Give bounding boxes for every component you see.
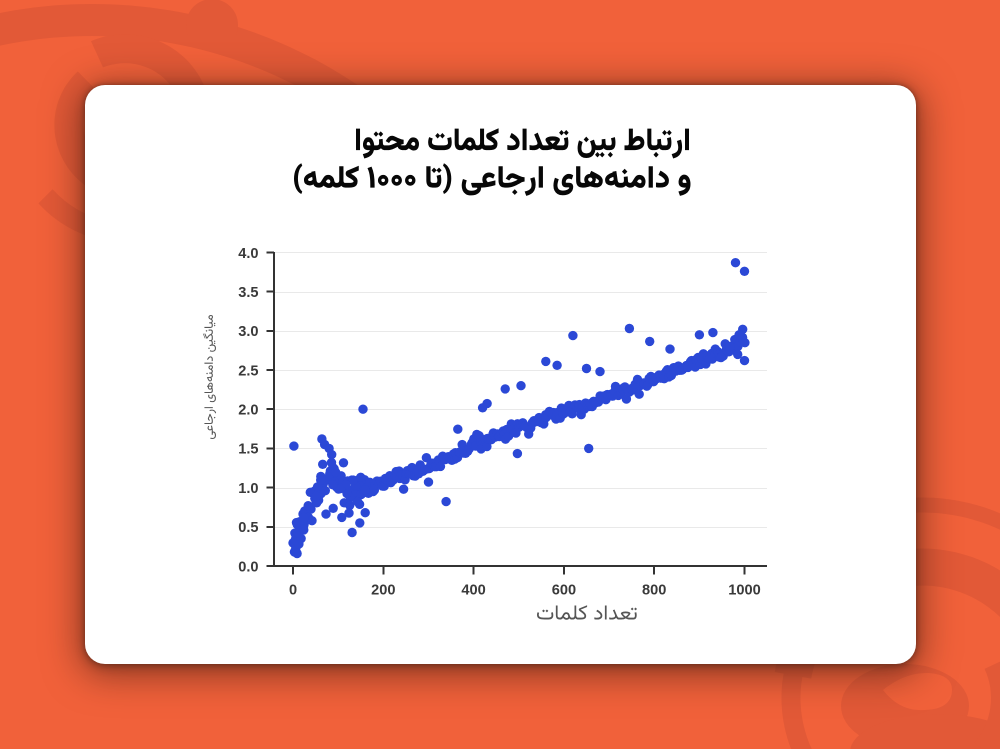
svg-text:600: 600: [552, 583, 576, 599]
svg-text:3.0: 3.0: [238, 324, 258, 340]
svg-text:1.5: 1.5: [238, 442, 258, 458]
svg-text:0.5: 0.5: [238, 520, 258, 536]
svg-text:400: 400: [461, 583, 485, 599]
svg-text:3.5: 3.5: [238, 285, 258, 301]
svg-text:200: 200: [371, 583, 395, 599]
svg-text:0.0: 0.0: [238, 559, 258, 575]
svg-text:2.0: 2.0: [238, 403, 258, 419]
svg-text:1.0: 1.0: [238, 481, 258, 497]
svg-text:2.5: 2.5: [238, 363, 258, 379]
svg-text:4.0: 4.0: [238, 246, 258, 262]
svg-text:800: 800: [642, 583, 666, 599]
svg-text:1000: 1000: [728, 583, 760, 599]
svg-text:0: 0: [289, 583, 297, 599]
